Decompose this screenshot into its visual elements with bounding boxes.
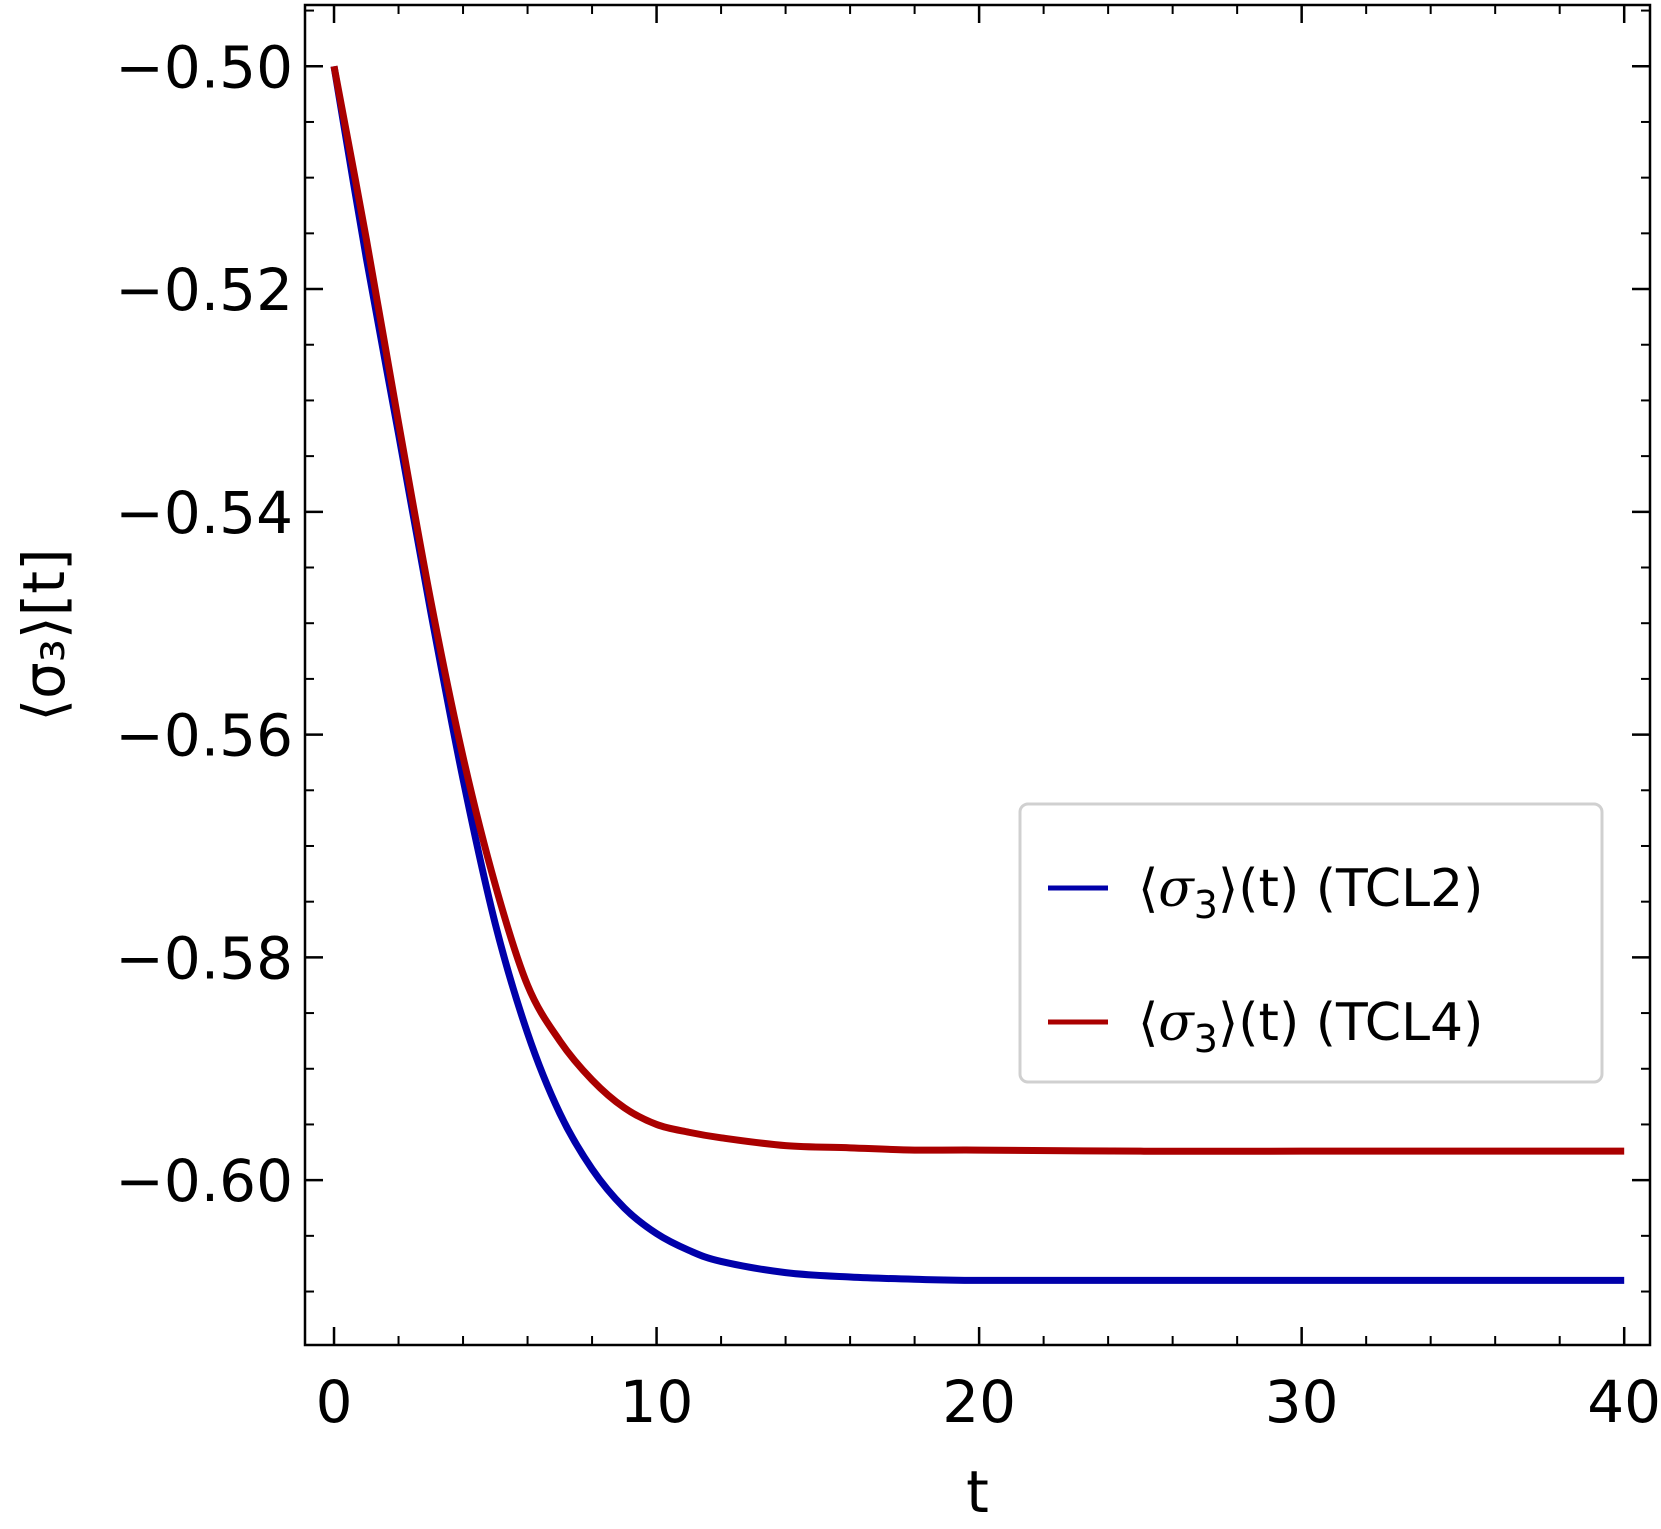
plot-frame bbox=[303, 3, 1652, 1347]
y-tick-label: −0.54 bbox=[115, 479, 293, 547]
y-tick-label: −0.52 bbox=[115, 256, 293, 324]
y-tick-label: −0.60 bbox=[115, 1147, 293, 1215]
x-tick-label: 30 bbox=[1265, 1368, 1339, 1436]
series-lines bbox=[330, 65, 1625, 1284]
y-tick-label: −0.56 bbox=[115, 702, 293, 770]
y-tick-label: −0.58 bbox=[115, 924, 293, 992]
x-tick-label: 10 bbox=[620, 1368, 694, 1436]
series-line-tcl4 bbox=[330, 65, 1625, 1155]
legend-label: ⟨σ3⟩(t) (TCL2) bbox=[1138, 859, 1483, 927]
legend-box bbox=[1018, 802, 1604, 1084]
legend: ⟨σ3⟩(t) (TCL2) ⟨σ3⟩(t) (TCL4) bbox=[1018, 802, 1604, 1084]
y-tick-label: −0.50 bbox=[115, 33, 293, 101]
axis-ticks bbox=[305, 5, 1650, 1345]
x-tick-label: 40 bbox=[1587, 1368, 1661, 1436]
legend-label: ⟨σ3⟩(t) (TCL4) bbox=[1138, 993, 1483, 1061]
tick-labels: 0 10 20 30 40 −0.50 −0.52 −0.54 −0.56 −0.58 −0.60 bbox=[115, 33, 1661, 1436]
x-axis-label: t bbox=[966, 1458, 989, 1526]
y-axis-label: ⟨σ₃⟩[t] bbox=[10, 548, 78, 721]
x-tick-label: 20 bbox=[942, 1368, 1016, 1436]
x-tick-label: 0 bbox=[316, 1368, 353, 1436]
